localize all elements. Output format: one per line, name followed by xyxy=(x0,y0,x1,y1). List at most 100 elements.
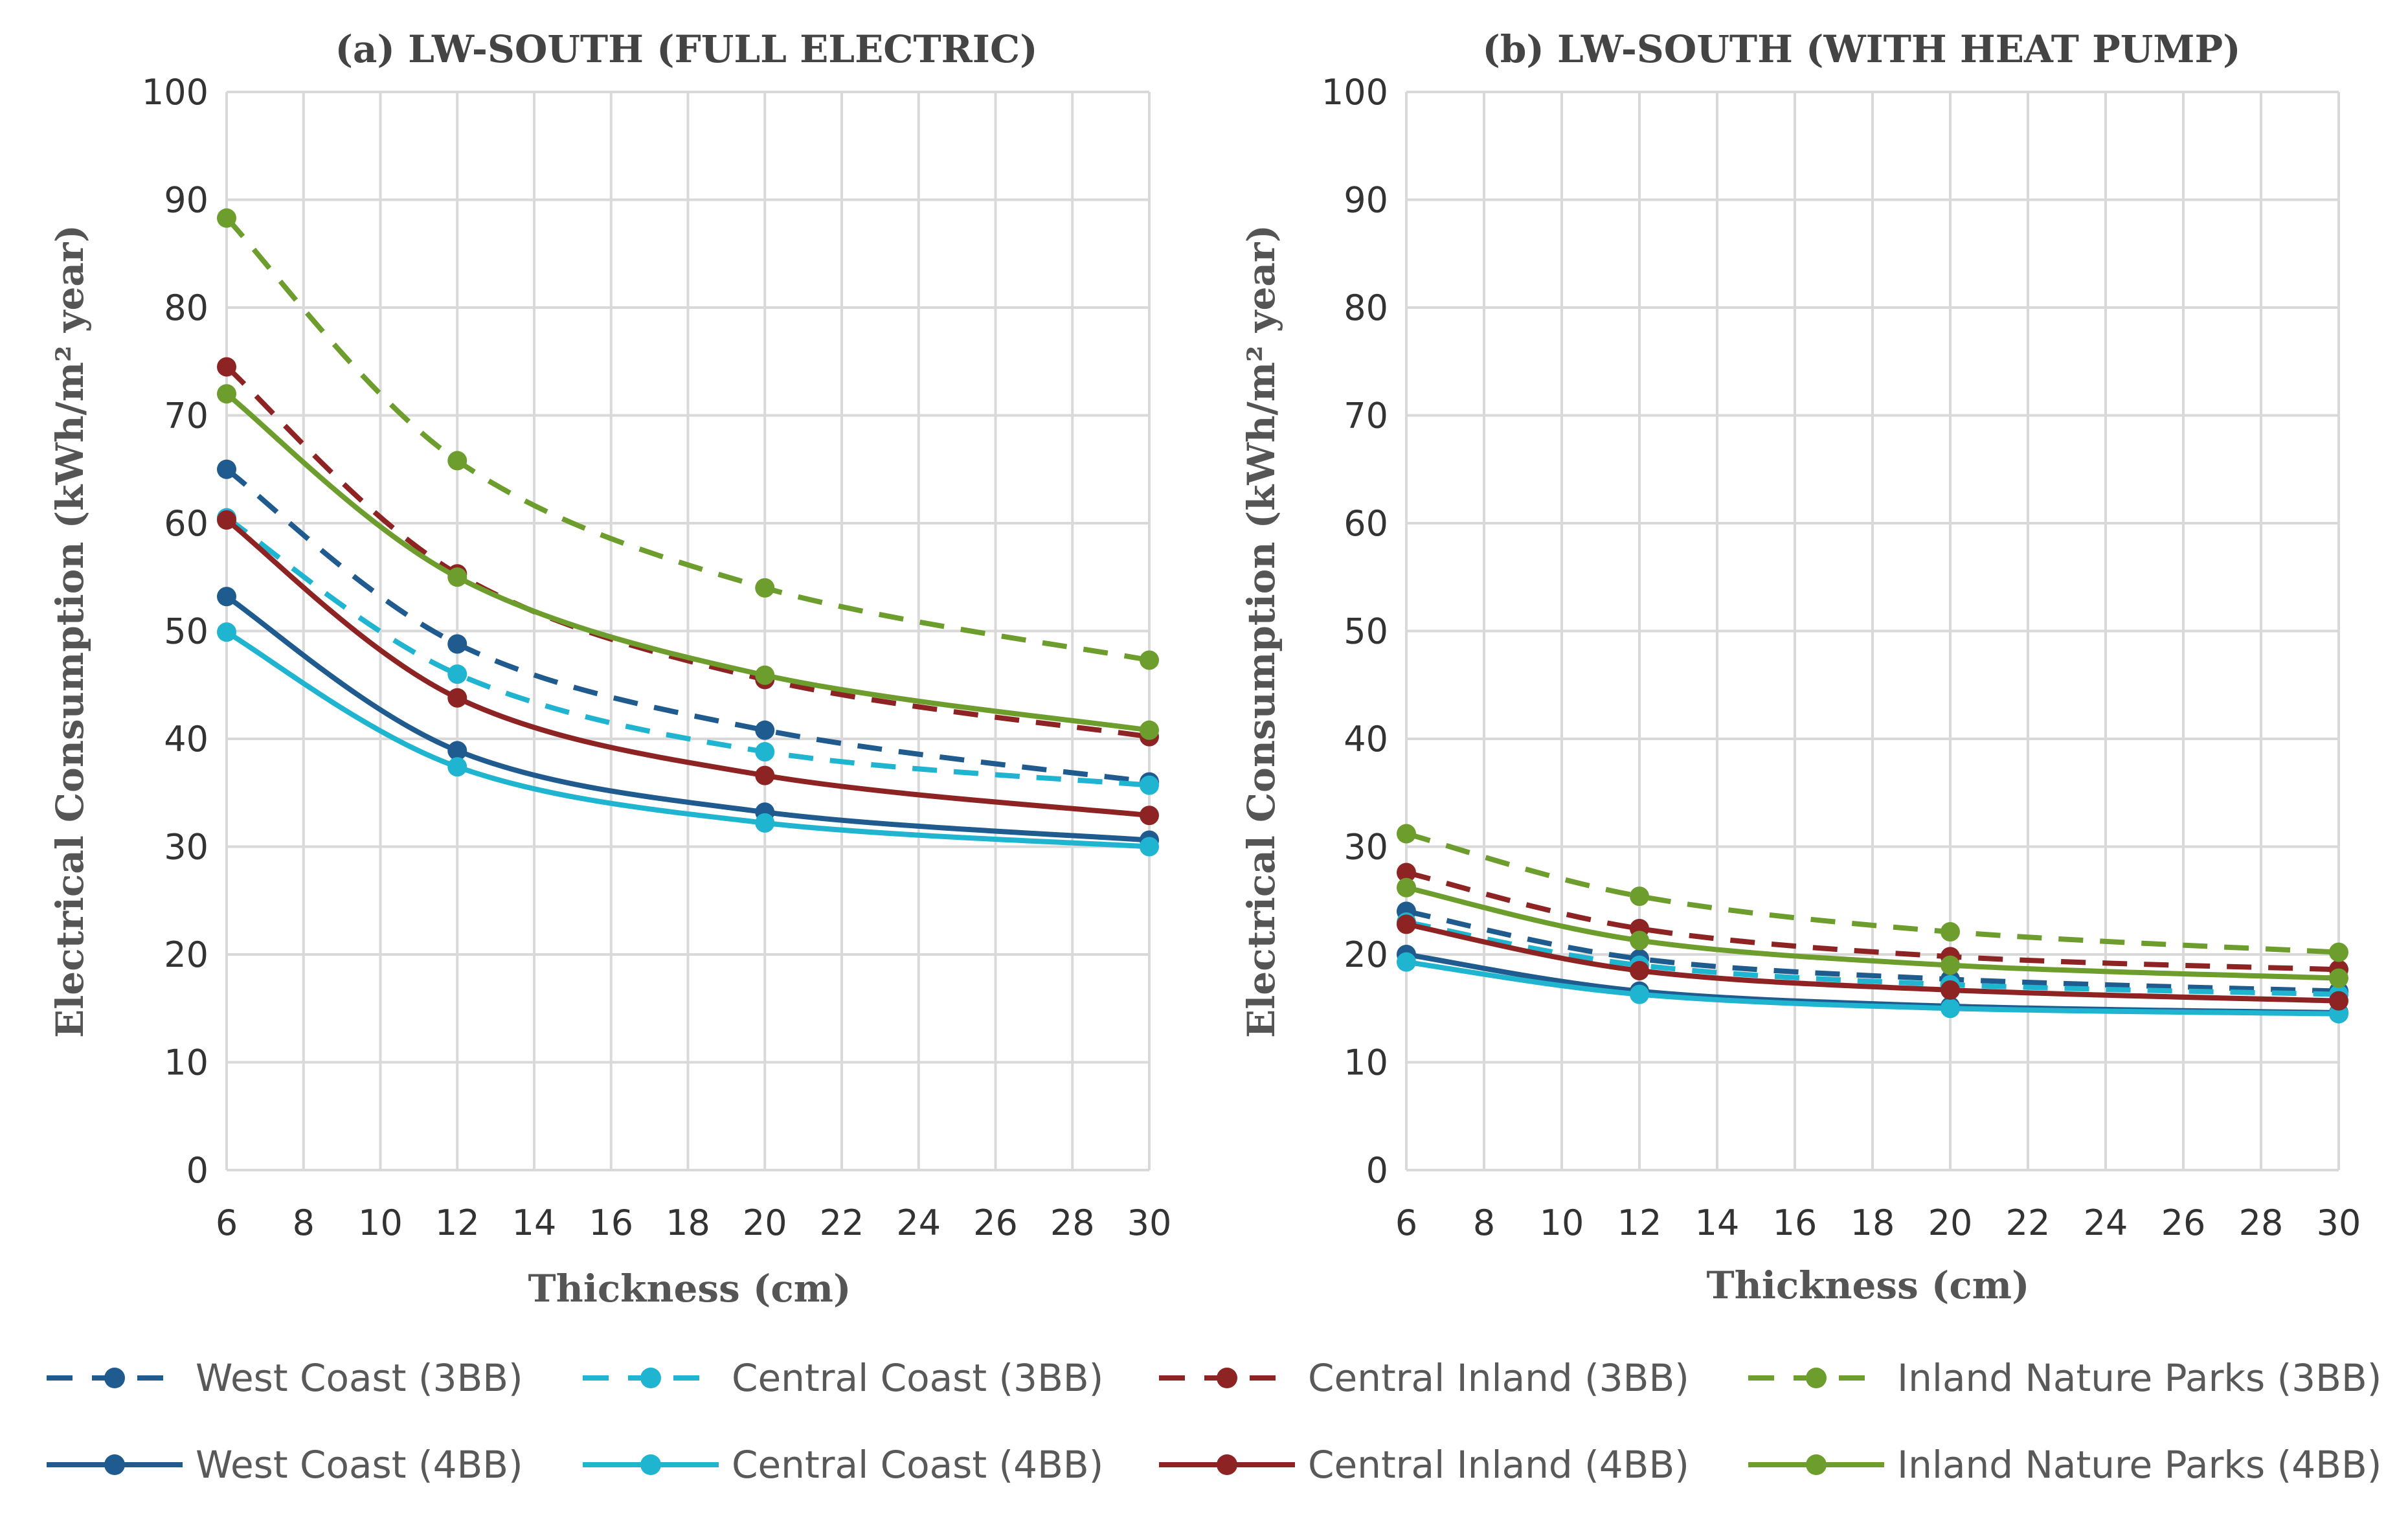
x-tick-label-b: 30 xyxy=(2317,1202,2361,1243)
y-tick-label-a: 60 xyxy=(164,503,208,544)
y-tick-label-b: 50 xyxy=(1344,611,1388,652)
y-tick-label-a: 30 xyxy=(164,827,208,868)
x-tick-label-a: 28 xyxy=(1050,1202,1095,1243)
x-tick-label-b: 22 xyxy=(2006,1202,2051,1243)
legend-label-west-coast-3bb: West Coast (3BB) xyxy=(196,1356,523,1400)
x-tick-label-b: 14 xyxy=(1695,1202,1740,1243)
data-point-central-inland-3bb-a xyxy=(217,357,236,377)
legend-marker-central-coast-3bb xyxy=(640,1368,661,1388)
legend-label-inland-nature-parks-4bb: Inland Nature Parks (4BB) xyxy=(1897,1443,2381,1487)
x-tick-label-b: 10 xyxy=(1540,1202,1584,1243)
y-tick-label-a: 80 xyxy=(164,288,208,328)
data-point-inland-nature-parks-3bb-b xyxy=(2329,942,2348,962)
x-tick-label-b: 8 xyxy=(1473,1202,1495,1243)
data-point-central-inland-4bb-b xyxy=(2329,991,2348,1011)
x-tick-label-a: 12 xyxy=(435,1202,480,1243)
legend-marker-west-coast-3bb xyxy=(104,1368,125,1388)
legend-label-central-inland-4bb: Central Inland (4BB) xyxy=(1308,1443,1689,1487)
data-point-central-inland-4bb-a xyxy=(447,688,467,708)
data-point-inland-nature-parks-4bb-b xyxy=(1941,955,1960,975)
legend-label-central-coast-3bb: Central Coast (3BB) xyxy=(732,1356,1103,1400)
x-tick-label-a: 30 xyxy=(1127,1202,1172,1243)
data-point-west-coast-3bb-a xyxy=(755,720,775,740)
data-point-central-inland-4bb-a xyxy=(1140,806,1159,826)
data-point-central-inland-4bb-b xyxy=(1941,980,1960,1000)
x-axis-label-b: Thickness (cm) xyxy=(1706,1263,2029,1307)
data-point-west-coast-3bb-a xyxy=(447,634,467,654)
data-point-central-coast-4bb-a xyxy=(447,757,467,777)
data-point-inland-nature-parks-3bb-a xyxy=(217,208,236,228)
chart-title-b: (b) LW-SOUTH (WITH HEAT PUMP) xyxy=(1482,27,2240,71)
data-point-central-coast-4bb-b xyxy=(1630,984,1649,1004)
data-point-inland-nature-parks-3bb-a xyxy=(1140,650,1159,670)
series-line-central-inland-3bb-b xyxy=(1406,870,2339,973)
y-tick-label-a: 0 xyxy=(186,1150,208,1191)
data-point-inland-nature-parks-4bb-b xyxy=(1397,877,1416,897)
grid-b xyxy=(1405,91,2340,1171)
chart-title-a: (a) LW-SOUTH (FULL ELECTRIC) xyxy=(335,27,1037,71)
x-ticks-a: 6 8 10 12 14 16 18 20 22 24 26 28 30 xyxy=(216,1202,1172,1243)
y-tick-label-a: 100 xyxy=(142,72,208,113)
y-tick-label-a: 70 xyxy=(164,396,208,436)
x-tick-label-a: 22 xyxy=(820,1202,864,1243)
y-tick-label-a: 50 xyxy=(164,611,208,652)
data-point-inland-nature-parks-3bb-b xyxy=(1941,922,1960,942)
series-line-central-inland-3bb-a xyxy=(225,365,1150,739)
series-line-central-coast-4bb-b xyxy=(1406,959,2339,1017)
data-point-central-coast-3bb-a xyxy=(447,664,467,684)
series-line-west-coast-4bb-a xyxy=(225,594,1150,843)
data-point-central-inland-4bb-b xyxy=(1630,960,1649,980)
y-tick-label-a: 90 xyxy=(164,180,208,221)
legend-marker-central-inland-4bb xyxy=(1217,1454,1237,1475)
legend-label-west-coast-4bb: West Coast (4BB) xyxy=(196,1443,523,1487)
series-line-central-coast-3bb-a xyxy=(225,515,1150,788)
data-point-central-inland-4bb-a xyxy=(217,510,236,530)
y-tick-label-b: 60 xyxy=(1344,503,1388,544)
y-tick-label-b: 100 xyxy=(1322,72,1388,113)
data-point-central-coast-3bb-a xyxy=(1140,775,1159,795)
series-group-a xyxy=(217,208,1159,857)
data-point-inland-nature-parks-3bb-a xyxy=(447,451,467,471)
data-point-central-coast-3bb-a xyxy=(755,741,775,762)
y-tick-label-b: 20 xyxy=(1344,934,1388,975)
legend: West Coast (3BB) Central Coast (3BB) Centr… xyxy=(47,1356,2381,1487)
x-tick-label-b: 24 xyxy=(2084,1202,2128,1243)
chart-panel-b: (b) LW-SOUTH (WITH HEAT PUMP) 0 10 20 30 40 5… xyxy=(1239,27,2361,1307)
series-line-inland-nature-parks-4bb-b xyxy=(1406,885,2339,981)
x-tick-label-b: 28 xyxy=(2239,1202,2284,1243)
series-line-central-coast-3bb-b xyxy=(1406,919,2339,997)
data-point-inland-nature-parks-4bb-a xyxy=(755,665,775,685)
y-axis-label-a: Electrical Consumption (kWh/m² year) xyxy=(48,225,92,1038)
data-point-central-inland-4bb-a xyxy=(755,765,775,785)
data-point-central-coast-4bb-a xyxy=(217,622,236,642)
data-point-inland-nature-parks-4bb-b xyxy=(1630,931,1649,951)
data-point-central-inland-3bb-b xyxy=(1397,863,1416,883)
y-tick-label-b: 40 xyxy=(1344,719,1388,760)
data-point-inland-nature-parks-3bb-a xyxy=(755,578,775,598)
chart-panel-a: (a) LW-SOUTH (FULL ELECTRIC) 0 10 20 30 40 50… xyxy=(48,27,1171,1311)
y-tick-label-b: 70 xyxy=(1344,396,1388,436)
x-tick-label-b: 16 xyxy=(1773,1202,1817,1243)
legend-label-central-coast-4bb: Central Coast (4BB) xyxy=(732,1443,1103,1487)
x-ticks-b: 6 8 10 12 14 16 18 20 22 24 26 28 30 xyxy=(1395,1202,2361,1243)
series-line-central-inland-4bb-a xyxy=(225,517,1150,818)
legend-label-inland-nature-parks-3bb: Inland Nature Parks (3BB) xyxy=(1897,1356,2381,1400)
series-line-west-coast-3bb-a xyxy=(225,467,1150,785)
x-tick-label-b: 12 xyxy=(1617,1202,1662,1243)
data-point-inland-nature-parks-3bb-b xyxy=(1630,886,1649,907)
data-point-west-coast-4bb-a xyxy=(447,741,467,761)
x-tick-label-b: 20 xyxy=(1928,1202,1973,1243)
x-tick-label-a: 20 xyxy=(743,1202,787,1243)
data-point-inland-nature-parks-4bb-a xyxy=(217,384,236,404)
x-tick-label-b: 18 xyxy=(1851,1202,1895,1243)
x-tick-label-a: 14 xyxy=(512,1202,557,1243)
series-line-inland-nature-parks-4bb-a xyxy=(225,392,1150,733)
series-line-inland-nature-parks-3bb-b xyxy=(1405,831,2339,955)
data-point-inland-nature-parks-3bb-b xyxy=(1397,824,1416,844)
data-point-central-coast-4bb-b xyxy=(1397,952,1416,972)
series-line-central-inland-4bb-b xyxy=(1406,921,2339,1004)
legend-label-central-inland-3bb: Central Inland (3BB) xyxy=(1308,1356,1689,1400)
y-tick-label-a: 20 xyxy=(164,934,208,975)
series-group-b xyxy=(1397,824,2348,1024)
